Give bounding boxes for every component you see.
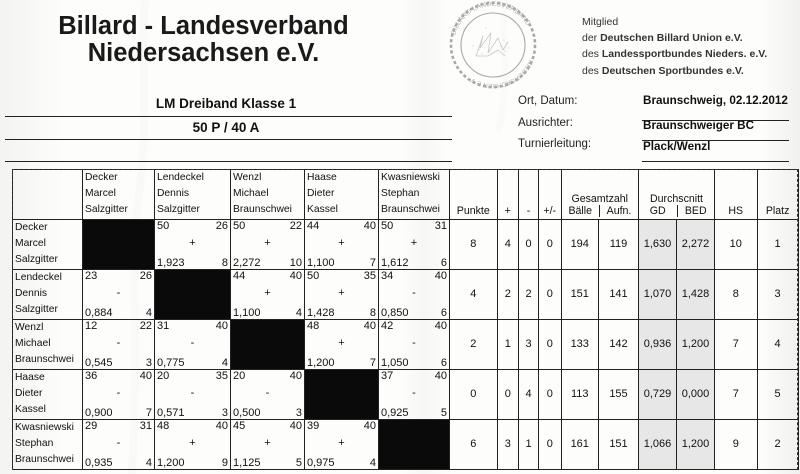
svg-text:BILLARD LANDESVERBAND: BILLARD LANDESVERBAND [450,1,531,36]
